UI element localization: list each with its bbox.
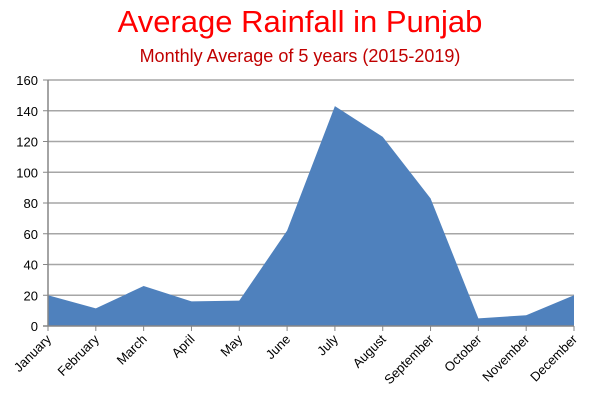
x-tick-label: March (114, 332, 150, 368)
y-tick-label: 20 (24, 288, 38, 303)
x-tick-label: February (55, 331, 103, 379)
x-tick-label: May (217, 331, 245, 359)
x-tick-label: October (441, 331, 485, 375)
y-tick-label: 40 (24, 258, 38, 273)
chart-subtitle: Monthly Average of 5 years (2015-2019) (139, 46, 461, 66)
x-tick-label: June (263, 332, 294, 363)
y-tick-label: 0 (31, 319, 38, 334)
y-tick-label: 60 (24, 227, 38, 242)
x-tick-label: September (381, 331, 437, 387)
rainfall-area (48, 106, 574, 326)
chart-title: Average Rainfall in Punjab (117, 4, 483, 39)
y-tick-label: 120 (16, 135, 38, 150)
x-tick-label: July (314, 331, 341, 358)
x-tick-label: April (169, 331, 198, 360)
y-tick-label: 140 (16, 104, 38, 119)
y-tick-label: 160 (16, 73, 38, 88)
y-tick-label: 100 (16, 165, 38, 180)
x-tick-label: January (11, 331, 55, 375)
x-tick-label: November (479, 331, 532, 384)
x-tick-label: December (527, 331, 580, 384)
y-tick-label: 80 (24, 196, 38, 211)
x-tick-label: August (350, 331, 389, 370)
